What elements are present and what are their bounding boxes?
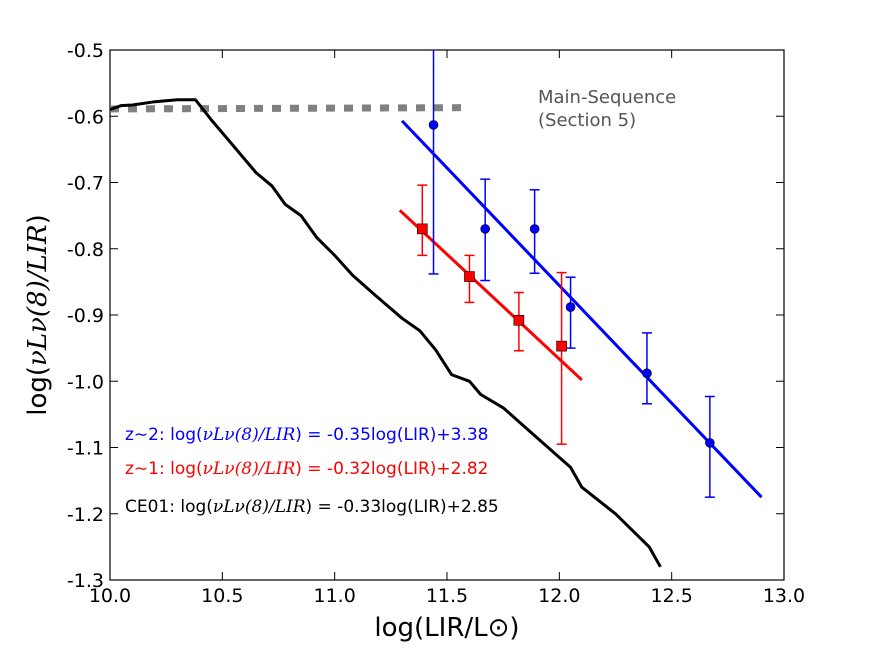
x-tick-label: 11.0 [314,585,356,607]
x-tick-label: 12.5 [651,585,693,607]
main-sequence-line [110,104,470,113]
data-point [556,340,567,352]
data-point [464,271,475,282]
y-axis-title-math: νLν(8)/LIR [23,224,53,366]
ce01-fit-math: νLν(8)/LIR [213,497,306,517]
data-point [565,302,576,312]
z2-points [428,50,715,498]
y-axis-title-prefix: log( [23,366,53,416]
data-point [513,314,525,326]
z1-fit-suffix: ) = -0.32log(LIR)+2.82 [295,459,488,479]
y-tick-label: -0.5 [67,40,104,62]
data-point [416,223,428,235]
x-tick-label: 13.0 [763,585,805,607]
z2-fit-prefix: z∼2: log( [125,425,203,445]
y-axis-ticks: -0.5 -0.6 -0.7 -0.8 -0.9 -1.0 -1.1 -1.2 -1.3 [67,40,784,592]
x-axis-ticks: 10.0 10.5 11.0 11.5 12.0 12.5 13.0 [89,50,805,607]
x-tick-label: 10.5 [201,585,243,607]
y-tick-label: -1.0 [67,371,104,393]
data-point [480,224,490,234]
main-sequence-section-label: (Section 5) [538,110,636,131]
data-point [529,224,540,234]
y-tick-label: -1.3 [67,570,104,592]
z2-fit-math: νLν(8)/LIR [203,425,296,445]
data-point [642,368,652,379]
x-tick-label: 10.0 [89,585,131,607]
z1-points [416,184,567,445]
z1-fit-line [398,209,583,382]
z1-fit-equation: z∼1: log(νLν(8)/LIR) = -0.32log(LIR)+2.8… [125,459,489,479]
z2-fit-line [400,119,763,499]
y-tick-label: -0.6 [67,106,104,128]
plot-area [110,50,763,568]
y-axis-title-suffix: ) [23,214,53,224]
z1-fit-math: νLν(8)/LIR [203,459,296,479]
ce01-line [110,98,662,568]
y-tick-label: -0.9 [67,305,104,327]
y-axis-title: log(νLν(8)/LIR) [23,214,53,416]
ce01-fit-suffix: ) = -0.33log(LIR)+2.85 [306,497,499,517]
ce01-fit-equation: CE01: log(νLν(8)/LIR) = -0.33log(LIR)+2.… [125,497,499,517]
x-axis-title: log(LIR/L⊙) [374,613,519,643]
x-tick-label: 11.5 [426,585,468,607]
data-point [705,438,715,448]
data-point [428,120,439,130]
y-tick-label: -0.7 [67,173,104,195]
x-tick-label: 12.0 [538,585,580,607]
z2-fit-suffix: ) = -0.35log(LIR)+3.38 [295,425,488,445]
y-tick-label: -0.8 [67,239,104,261]
y-tick-label: -1.1 [67,438,104,460]
z2-fit-equation: z∼2: log(νLν(8)/LIR) = -0.35log(LIR)+3.3… [125,425,489,445]
main-sequence-label: Main-Sequence [538,87,676,108]
ce01-fit-prefix: CE01: log( [125,497,213,517]
z1-fit-prefix: z∼1: log( [125,459,203,479]
y-tick-label: -1.2 [67,504,104,526]
